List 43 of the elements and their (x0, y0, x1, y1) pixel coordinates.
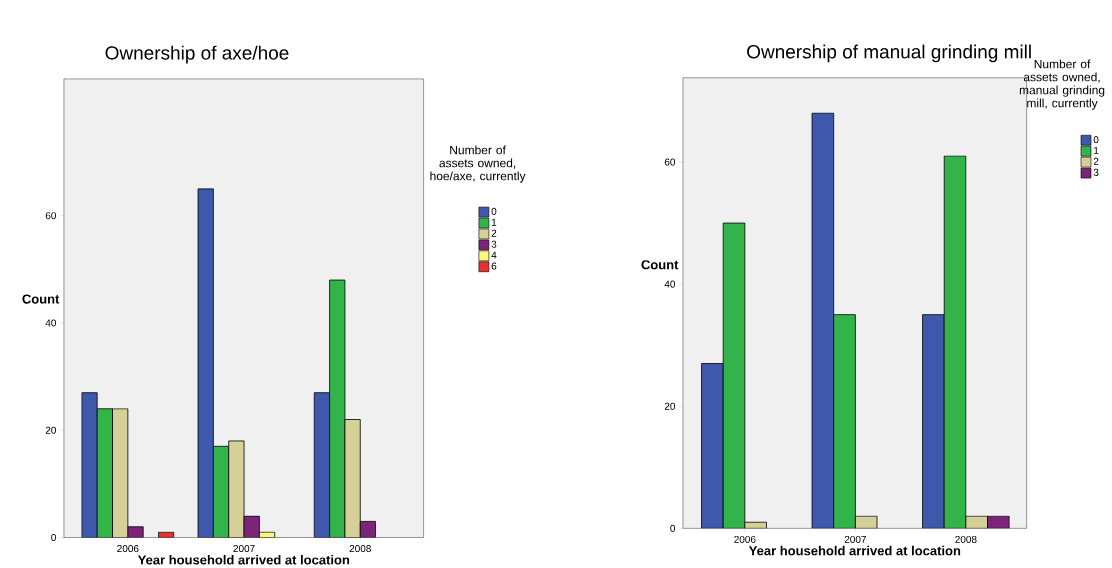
bar (112, 408, 129, 538)
y-tick-label: 0 (51, 534, 57, 542)
y-tick-label: 0 (670, 524, 676, 532)
legend-label: 0 (1093, 136, 1099, 144)
x-axis-title: Year household arrived at location (748, 545, 961, 556)
bar (313, 392, 330, 538)
x-axis-title: Year household arrived at location (137, 555, 350, 565)
bar (329, 279, 346, 538)
bar (228, 440, 245, 538)
legend-label: 6 (491, 262, 497, 270)
legend-label: 2 (1093, 157, 1099, 165)
x-tick-label: 2008 (349, 545, 371, 553)
x-tick-label: 2006 (734, 535, 756, 544)
bar (96, 408, 113, 538)
legend-label: 3 (491, 240, 497, 248)
x-tick-label: 2007 (844, 535, 866, 544)
y-axis-title: Count (22, 294, 60, 304)
legend-label: 1 (491, 218, 497, 226)
legend-label: 3 (1093, 168, 1099, 176)
legend-title: Number of assets owned, hoe/axe, currently (430, 145, 526, 183)
legend-label: 2 (491, 229, 497, 237)
bar (833, 314, 856, 529)
x-tick-label: 2008 (955, 535, 977, 544)
y-tick-label: 20 (664, 402, 676, 410)
bar (212, 446, 230, 538)
x-tick-label: 2006 (117, 545, 139, 553)
y-tick-label: 60 (45, 212, 57, 220)
legend-label: 4 (491, 251, 497, 259)
bar (197, 188, 214, 538)
bar (943, 155, 967, 529)
chart-title: Ownership of axe/hoe (105, 45, 289, 64)
y-tick-label: 20 (45, 426, 57, 434)
legend-label: 1 (1094, 147, 1099, 154)
bar (722, 222, 746, 529)
y-tick-label: 60 (664, 158, 676, 166)
legend-label: 0 (491, 207, 497, 215)
bar (344, 419, 361, 538)
y-tick-label: 40 (45, 319, 57, 327)
y-tick-label: 40 (664, 280, 676, 288)
bar (81, 392, 98, 538)
y-axis-title: Count (641, 260, 679, 270)
x-tick-label: 2007 (233, 545, 255, 553)
bar (127, 526, 144, 538)
